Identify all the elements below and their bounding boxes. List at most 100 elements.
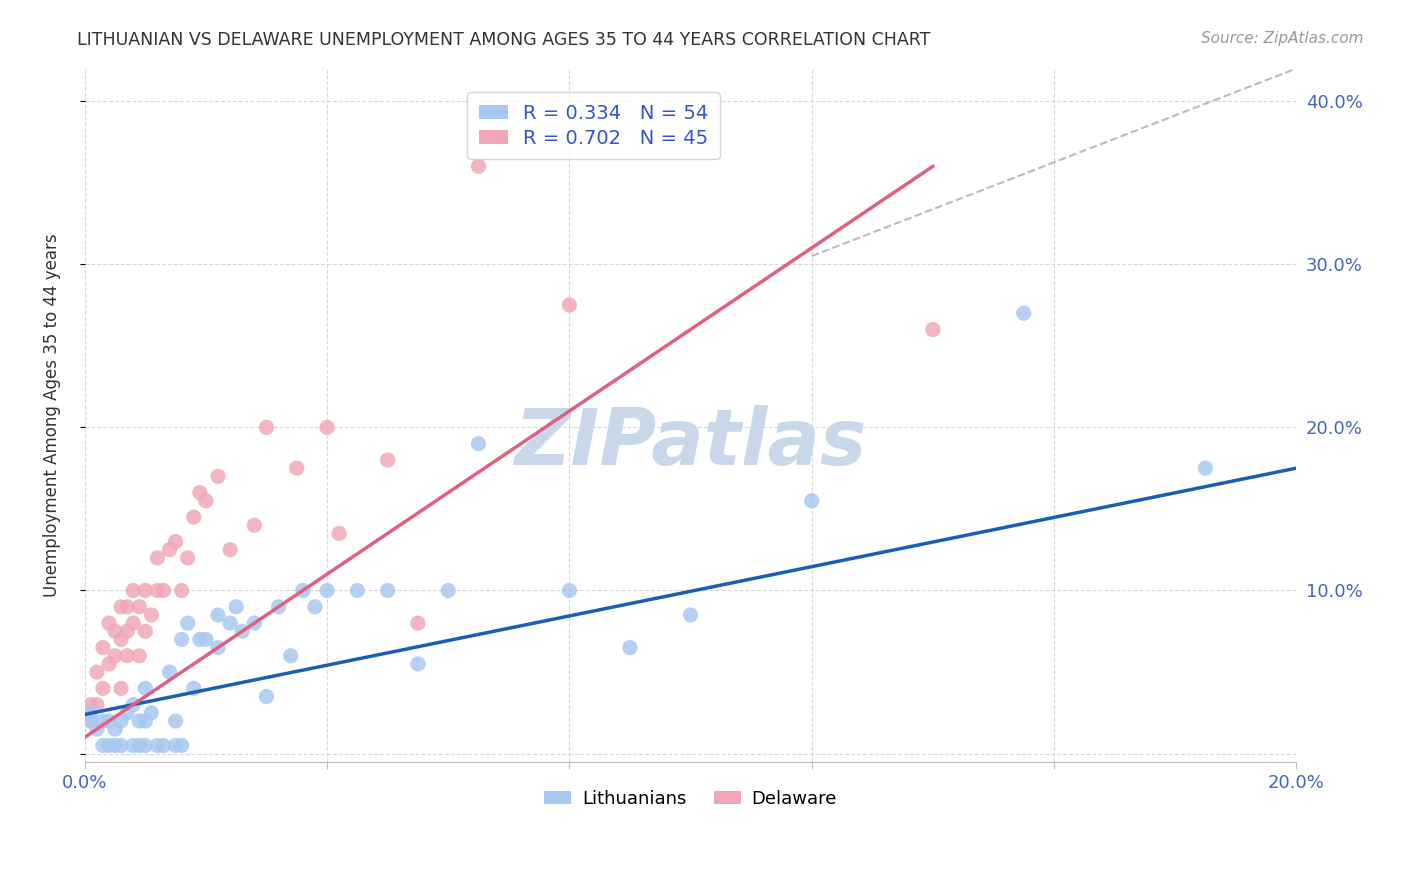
Point xyxy=(304,599,326,614)
Point xyxy=(97,616,120,631)
Point xyxy=(170,632,193,647)
Legend: Lithuanians, Delaware: Lithuanians, Delaware xyxy=(537,782,844,815)
Point xyxy=(128,648,150,663)
Point xyxy=(80,714,103,728)
Point xyxy=(437,583,460,598)
Point xyxy=(104,739,127,753)
Point xyxy=(104,722,127,736)
Point xyxy=(110,632,132,647)
Point xyxy=(267,599,290,614)
Point xyxy=(152,739,174,753)
Point xyxy=(177,550,200,565)
Point xyxy=(91,739,114,753)
Point xyxy=(159,542,181,557)
Point xyxy=(128,714,150,728)
Point xyxy=(122,698,145,712)
Point xyxy=(80,706,103,720)
Point xyxy=(146,583,169,598)
Point xyxy=(86,698,108,712)
Point xyxy=(115,706,138,720)
Point xyxy=(128,599,150,614)
Point xyxy=(346,583,368,598)
Point xyxy=(188,485,211,500)
Point xyxy=(377,583,399,598)
Point xyxy=(91,640,114,655)
Point xyxy=(141,607,163,622)
Point xyxy=(115,648,138,663)
Point xyxy=(291,583,314,598)
Point xyxy=(91,681,114,696)
Point xyxy=(558,583,581,598)
Point xyxy=(194,632,217,647)
Point xyxy=(316,420,339,434)
Point xyxy=(110,599,132,614)
Y-axis label: Unemployment Among Ages 35 to 44 years: Unemployment Among Ages 35 to 44 years xyxy=(44,234,60,597)
Point xyxy=(115,599,138,614)
Point xyxy=(104,624,127,639)
Point xyxy=(134,714,156,728)
Point xyxy=(110,739,132,753)
Point xyxy=(1194,461,1216,475)
Point xyxy=(225,599,247,614)
Point xyxy=(256,690,278,704)
Point xyxy=(558,298,581,312)
Point xyxy=(80,698,103,712)
Point xyxy=(328,526,350,541)
Point xyxy=(377,453,399,467)
Point xyxy=(91,714,114,728)
Point xyxy=(219,616,242,631)
Point xyxy=(86,722,108,736)
Point xyxy=(80,714,103,728)
Point xyxy=(243,518,266,533)
Point xyxy=(86,665,108,679)
Point xyxy=(183,681,205,696)
Point xyxy=(231,624,253,639)
Point xyxy=(219,542,242,557)
Point xyxy=(170,583,193,598)
Point xyxy=(97,657,120,671)
Point xyxy=(467,160,489,174)
Point xyxy=(207,607,229,622)
Point xyxy=(165,739,187,753)
Point xyxy=(97,714,120,728)
Point xyxy=(207,640,229,655)
Point xyxy=(243,616,266,631)
Point xyxy=(122,739,145,753)
Point xyxy=(194,493,217,508)
Point xyxy=(207,469,229,483)
Point xyxy=(406,657,429,671)
Point xyxy=(316,583,339,598)
Point xyxy=(800,493,823,508)
Point xyxy=(122,616,145,631)
Point xyxy=(619,640,641,655)
Text: LITHUANIAN VS DELAWARE UNEMPLOYMENT AMONG AGES 35 TO 44 YEARS CORRELATION CHART: LITHUANIAN VS DELAWARE UNEMPLOYMENT AMON… xyxy=(77,31,931,49)
Point xyxy=(285,461,308,475)
Point xyxy=(110,714,132,728)
Point xyxy=(467,436,489,450)
Point xyxy=(146,550,169,565)
Point xyxy=(170,739,193,753)
Point xyxy=(165,714,187,728)
Point xyxy=(134,739,156,753)
Point xyxy=(921,322,943,336)
Point xyxy=(183,510,205,524)
Text: Source: ZipAtlas.com: Source: ZipAtlas.com xyxy=(1201,31,1364,46)
Point xyxy=(188,632,211,647)
Point xyxy=(280,648,302,663)
Point xyxy=(122,583,145,598)
Point xyxy=(165,534,187,549)
Point xyxy=(256,420,278,434)
Point xyxy=(679,607,702,622)
Point xyxy=(134,583,156,598)
Point xyxy=(406,616,429,631)
Point xyxy=(134,624,156,639)
Point xyxy=(177,616,200,631)
Point xyxy=(97,739,120,753)
Text: ZIPatlas: ZIPatlas xyxy=(515,405,866,481)
Point xyxy=(159,665,181,679)
Point xyxy=(146,739,169,753)
Point xyxy=(104,648,127,663)
Point xyxy=(1012,306,1035,320)
Point xyxy=(115,624,138,639)
Point xyxy=(110,681,132,696)
